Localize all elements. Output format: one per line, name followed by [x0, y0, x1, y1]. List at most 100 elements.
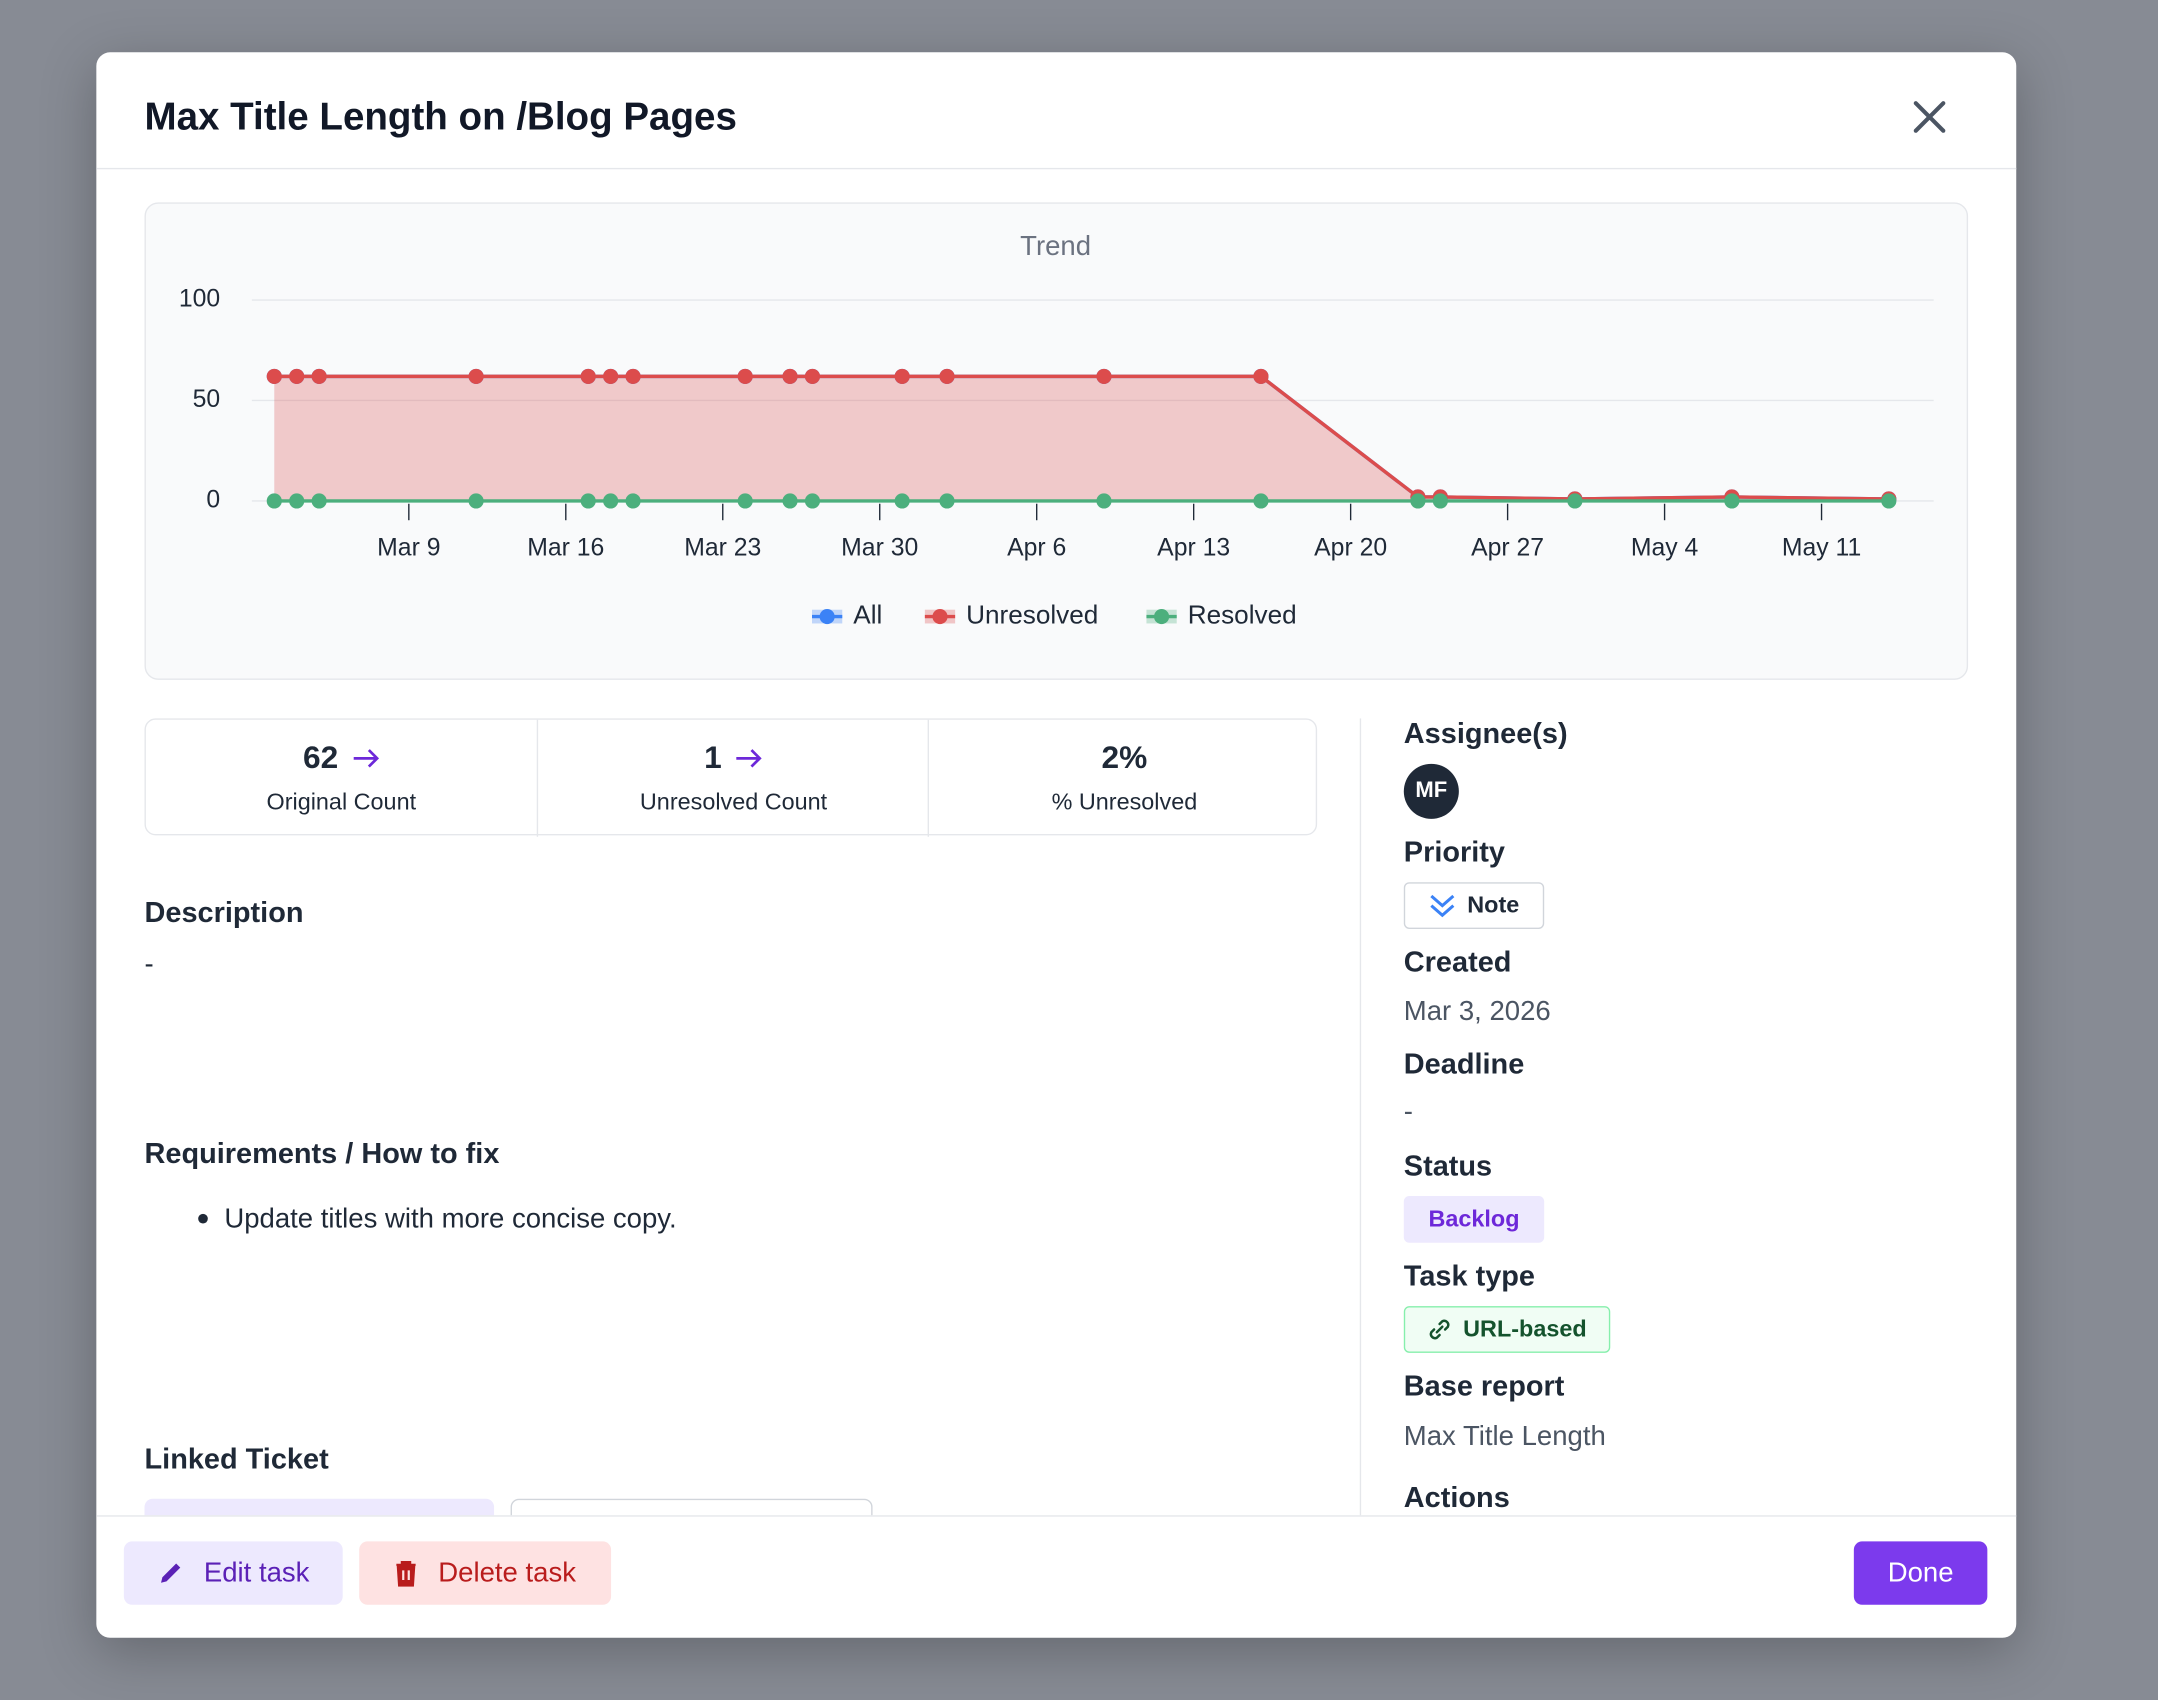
point: [1724, 493, 1740, 509]
priority-text: Note: [1467, 891, 1520, 918]
footer-divider: [96, 1515, 2017, 1517]
section-heading: Description: [144, 897, 304, 929]
pencil-icon: [161, 1563, 181, 1583]
task-type-text: URL-based: [1463, 1315, 1587, 1342]
stat-value: 1: [704, 739, 722, 775]
stat-value: 2%: [1101, 739, 1148, 775]
point: [580, 368, 596, 384]
point: [894, 368, 910, 384]
point: [603, 493, 619, 509]
point: [625, 493, 641, 509]
legend-label: All: [853, 599, 882, 629]
modal-body: Trend 0 50 100 Mar 9 Mar 16 Mar 23 Mar 30 Apr 6…: [96, 169, 2016, 1516]
field-value: -: [1403, 1096, 1413, 1128]
priority-badge: Note: [1403, 882, 1545, 929]
stat-row: 1: [538, 739, 929, 776]
status-badge: Backlog: [1403, 1195, 1545, 1243]
x-tick-label: Apr 20: [1314, 535, 1387, 562]
bullet: [198, 1213, 208, 1224]
field-label: Assignee(s): [1403, 718, 1568, 751]
modal-title: Max Title Length on /Blog Pages: [144, 94, 737, 138]
x-tick-label: Mar 30: [841, 535, 918, 562]
point: [804, 368, 821, 384]
delete-button[interactable]: Delete task: [359, 1541, 612, 1605]
stat-label: % Unresolved: [1051, 788, 1198, 815]
stat-label: Original Count: [266, 788, 417, 815]
edit-text: Edit task: [203, 1557, 310, 1588]
arrow-icon[interactable]: [352, 748, 380, 767]
field-label: Deadline: [1403, 1048, 1525, 1081]
point: [311, 368, 327, 384]
chart: Trend 0 50 100 Mar 9 Mar 16 Mar 23 Mar 30 Apr 6…: [179, 230, 1934, 629]
legend-item: Resolved: [1146, 599, 1297, 629]
field-value: Max Title Length: [1403, 1421, 1606, 1452]
y-tick-label: 100: [179, 286, 220, 313]
point: [625, 368, 641, 384]
x-tick-label: Apr 6: [1007, 535, 1066, 562]
field-label: Actions: [1403, 1482, 1510, 1514]
section-heading: Requirements / How to fix: [144, 1138, 500, 1170]
point: [1096, 368, 1112, 384]
avatar[interactable]: MF: [1403, 763, 1459, 819]
chart-card: [144, 202, 1969, 680]
arrow-icon[interactable]: [735, 748, 763, 767]
field-label: Created: [1403, 946, 1512, 979]
point: [939, 368, 955, 384]
point: [468, 493, 484, 509]
point: [1881, 493, 1897, 509]
point: [266, 368, 282, 384]
legend-dot: [819, 609, 835, 625]
area: [274, 376, 1889, 501]
stat-value: 62: [303, 739, 339, 775]
x-tick-label: Mar 9: [377, 535, 440, 562]
delete-text: Delete task: [438, 1557, 577, 1588]
legend-dot: [1154, 609, 1170, 625]
x-tick-label: Apr 13: [1157, 535, 1230, 562]
column-divider: [1359, 718, 1362, 1516]
point: [289, 493, 305, 509]
legend-label: Resolved: [1188, 599, 1297, 629]
point: [804, 493, 821, 509]
point: [468, 368, 484, 384]
x-tick-label: Mar 23: [684, 535, 761, 562]
description-text: -: [144, 949, 154, 980]
point: [737, 368, 753, 384]
header-divider: [96, 167, 2017, 170]
chart-title: Trend: [1020, 230, 1091, 261]
point: [1410, 493, 1426, 509]
legend-dot: [932, 609, 948, 625]
edit-button[interactable]: Edit task: [123, 1541, 343, 1605]
priority-icon: [1430, 894, 1455, 918]
point: [782, 368, 798, 384]
field-label: Priority: [1403, 836, 1506, 869]
ticket-button[interactable]: [510, 1498, 873, 1516]
x-tick-label: Mar 16: [527, 535, 604, 562]
legend-item: Unresolved: [924, 599, 1098, 629]
stat-cell: 1 Unresolved Count: [536, 719, 929, 837]
y-tick-label: 50: [193, 386, 221, 413]
ticket-button[interactable]: [144, 1498, 495, 1516]
legend-label: Unresolved: [966, 599, 1098, 629]
x-tick-label: May 4: [1631, 535, 1699, 562]
stat-cell: 2% % Unresolved: [927, 719, 1319, 837]
point: [1567, 493, 1583, 509]
done-button[interactable]: Done: [1853, 1541, 1988, 1605]
section-heading: Linked Ticket: [144, 1443, 329, 1476]
stats-box: 62 Original Count 1 Unresolved Count 2% …: [144, 718, 1319, 837]
point: [894, 493, 910, 509]
point: [603, 368, 619, 384]
task-type-badge: URL-based: [1403, 1306, 1611, 1353]
field-label: Status: [1403, 1150, 1493, 1183]
requirement-item: Update titles with more concise copy.: [224, 1204, 677, 1235]
field-label: Task type: [1403, 1260, 1536, 1293]
trash-icon: [397, 1560, 417, 1587]
point: [311, 493, 327, 509]
point: [1253, 368, 1269, 384]
legend-item: All: [812, 599, 882, 629]
field-label: Base report: [1403, 1370, 1565, 1403]
x-tick-label: May 11: [1782, 535, 1861, 562]
body-content: Trend 0 50 100 Mar 9 Mar 16 Mar 23 Mar 30 Apr 6…: [96, 169, 2016, 1516]
close-button[interactable]: [1910, 98, 1949, 137]
